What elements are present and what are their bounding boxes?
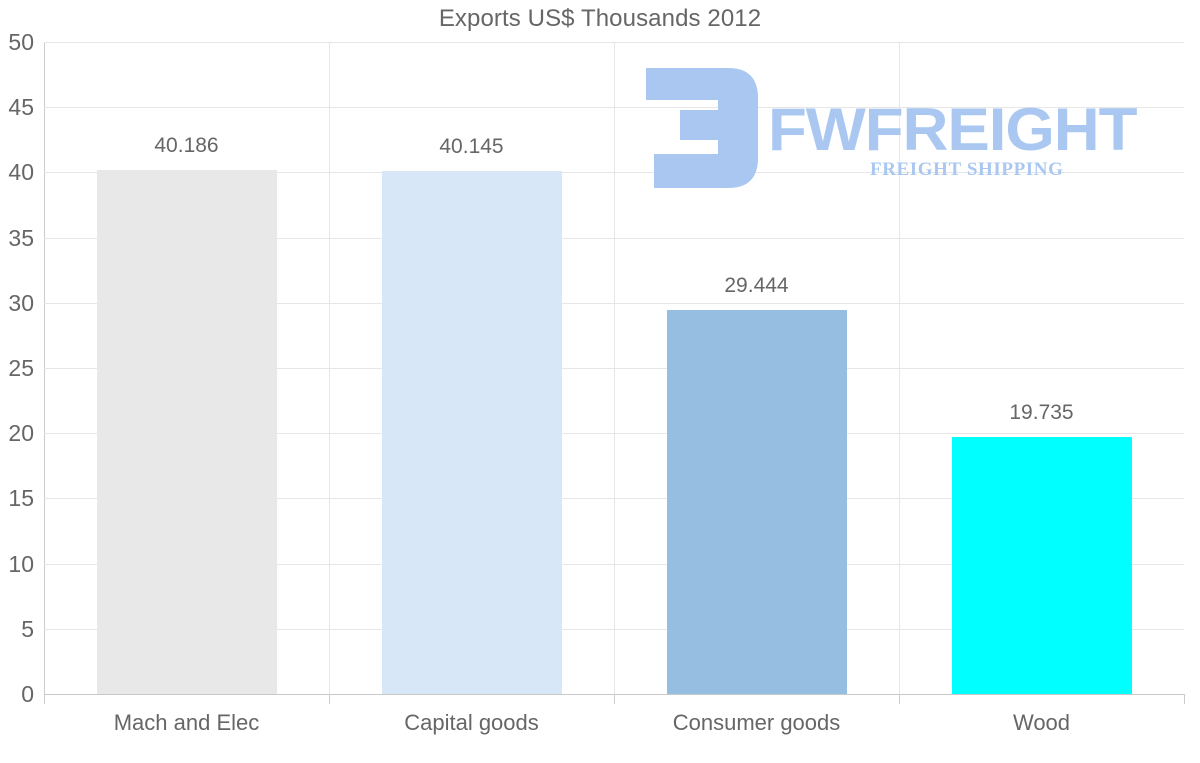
- x-axis-tick-mark: [329, 694, 330, 704]
- x-axis-category-label: Wood: [1012, 710, 1071, 735]
- y-axis-tick-label: 35: [8, 224, 34, 251]
- y-axis-tick-label: 50: [8, 29, 34, 55]
- y-axis-tick-label: 10: [8, 550, 34, 577]
- y-axis-tick-label: 25: [8, 355, 34, 381]
- bar[interactable]: [96, 169, 277, 694]
- y-axis-tick-label: 15: [8, 485, 34, 512]
- bar[interactable]: [951, 436, 1132, 694]
- x-axis-category-label: Mach and Elec: [113, 710, 260, 735]
- bar-value-label: 40.186: [154, 133, 219, 157]
- chart-title: Exports US$ Thousands 2012: [438, 5, 762, 32]
- bar[interactable]: [666, 310, 847, 694]
- y-axis-tick-label: 30: [8, 289, 34, 316]
- x-axis-tick-mark: [1184, 694, 1185, 704]
- x-axis-category-label: Capital goods: [404, 710, 539, 735]
- gridline-vertical: [614, 42, 615, 694]
- x-axis-tick-mark: [614, 694, 615, 704]
- y-axis-tick-label: 0: [21, 681, 34, 707]
- bar-value-label: 19.735: [1009, 400, 1074, 424]
- y-axis-line: [44, 42, 45, 704]
- bar-value-label: 29.444: [724, 274, 789, 298]
- plot-area: [44, 42, 1185, 704]
- x-axis-category-label: Consumer goods: [672, 710, 841, 735]
- y-axis-tick-label: 5: [21, 615, 34, 642]
- y-axis-tick-label: 20: [8, 420, 34, 447]
- bar[interactable]: [381, 170, 562, 694]
- y-axis-tick-label: 40: [8, 159, 34, 186]
- y-axis-tick-label: 45: [8, 94, 34, 121]
- gridline-vertical: [899, 42, 900, 694]
- x-axis-tick-mark: [899, 694, 900, 704]
- gridline-vertical: [329, 42, 330, 694]
- bar-value-label: 40.145: [439, 134, 504, 158]
